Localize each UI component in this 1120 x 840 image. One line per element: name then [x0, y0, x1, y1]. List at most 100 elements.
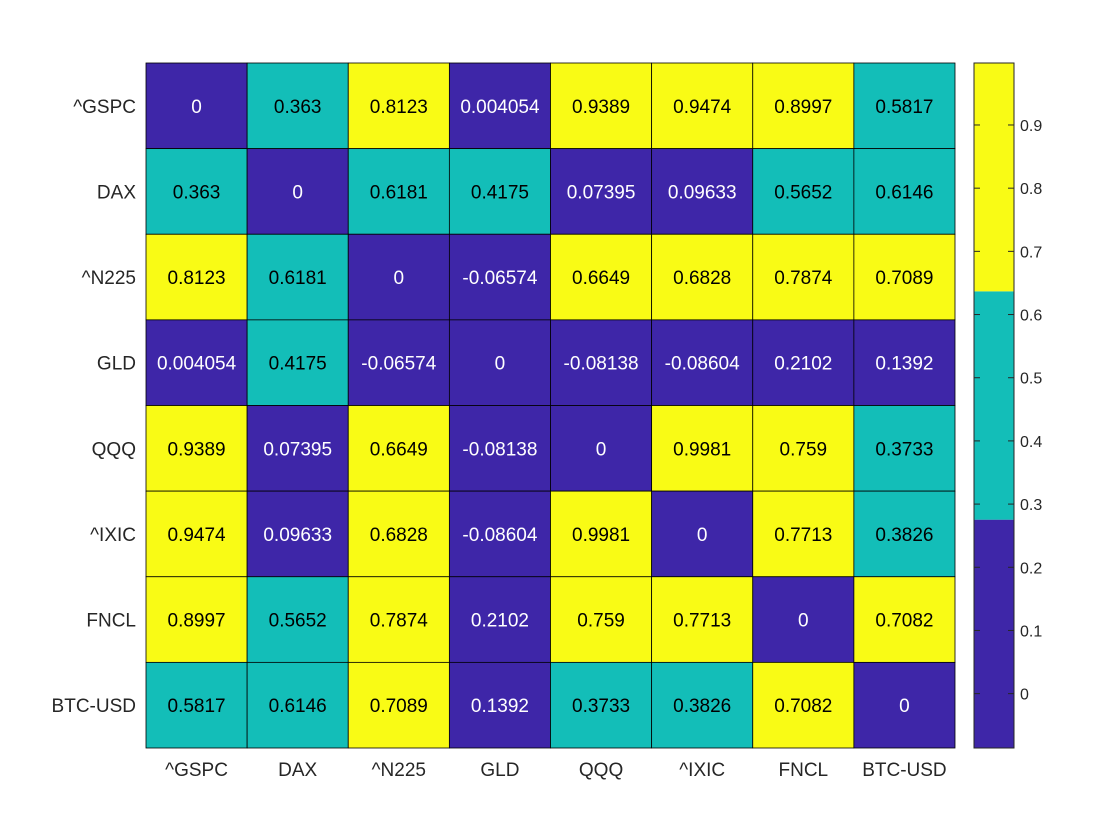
heatmap-cell [550, 233, 653, 321]
colorbar-tick-label: 0.3 [1020, 497, 1042, 514]
heatmap-cell-label: 0 [495, 354, 506, 375]
x-tick-label: FNCL [779, 760, 829, 781]
heatmap-cell [145, 319, 248, 406]
heatmap-cell-label: 0.6649 [572, 268, 630, 289]
heatmap-cell [752, 319, 855, 406]
heatmap-cell [347, 405, 450, 492]
heatmap-cell [550, 490, 653, 578]
heatmap-cell-label: 0.3826 [673, 696, 731, 717]
y-axis-tick-labels: ^GSPC DAX ^N225 GLD QQQ ^IXIC FNCL BTC-USD [52, 97, 137, 717]
heatmap-cell [448, 233, 551, 321]
heatmap-cell-label: 0.8997 [168, 611, 226, 632]
heatmap-cell [651, 576, 754, 663]
heatmap-cell [651, 233, 754, 321]
heatmap-cell [550, 319, 653, 406]
y-tick-label: GLD [97, 354, 136, 375]
heatmap-cell [448, 661, 551, 749]
heatmap-cell [145, 233, 248, 321]
heatmap-cell-label: 0.004054 [460, 97, 540, 118]
heatmap-cell-label: 0.2102 [471, 611, 529, 632]
heatmap-cell [651, 490, 754, 578]
heatmap-cell [853, 233, 956, 321]
colorbar-band [974, 519, 1014, 748]
heatmap-cell-label: 0.3733 [875, 439, 933, 460]
heatmap-cell-label: 0 [191, 97, 202, 118]
heatmap-cell-label: 0.759 [577, 611, 625, 632]
x-tick-label: ^IXIC [679, 760, 725, 781]
colorbar-tick-label: 0.5 [1020, 371, 1042, 388]
heatmap-cell [246, 490, 349, 578]
x-tick-label: DAX [278, 760, 317, 781]
colorbar-tick-label: 0.6 [1020, 308, 1042, 325]
heatmap-cell-label: 0.1392 [471, 696, 529, 717]
heatmap-cell-label: 0.5652 [774, 182, 832, 203]
heatmap-cell-label: 0.5817 [168, 696, 226, 717]
y-tick-label: ^IXIC [90, 525, 136, 546]
heatmap-cell-label: -0.06574 [361, 354, 436, 375]
heatmap-cell-label: 0.9981 [673, 439, 731, 460]
heatmap-cell [145, 62, 248, 150]
heatmap-cell-label: 0.09633 [263, 525, 332, 546]
heatmap-cell-label: 0.4175 [269, 354, 327, 375]
heatmap-cell-label: 0.5652 [269, 611, 327, 632]
heatmap-cell-label: 0.09633 [668, 182, 737, 203]
heatmap-cell [651, 148, 754, 235]
colorbar [973, 62, 1015, 749]
heatmap-cell [246, 661, 349, 749]
heatmap-cell [550, 405, 653, 492]
heatmap-cell [347, 490, 450, 578]
heatmap-cell-label: 0 [697, 525, 708, 546]
colorbar-frame [973, 62, 1015, 749]
heatmap-cell-label: 0.9474 [168, 525, 227, 546]
colorbar-tick-label: 0 [1020, 687, 1029, 704]
colorbar-tick-label: 0.8 [1020, 181, 1042, 198]
heatmap-cell-label: -0.08138 [462, 439, 537, 460]
heatmap-cell-label: 0.363 [173, 182, 221, 203]
heatmap-cell [550, 62, 653, 150]
heatmap-cell-label: 0.6649 [370, 439, 428, 460]
heatmap-cell-label: -0.08604 [462, 525, 537, 546]
heatmap-cell [347, 576, 450, 663]
y-tick-label: FNCL [86, 611, 136, 632]
heatmap-cell-label: 0.07395 [567, 182, 636, 203]
heatmap-cell [448, 405, 551, 492]
heatmap-cell [448, 148, 551, 235]
heatmap-cell-label: 0 [899, 696, 910, 717]
x-tick-label: BTC-USD [862, 760, 946, 781]
y-tick-label: ^GSPC [73, 97, 136, 118]
heatmap-cell-label: 0 [394, 268, 405, 289]
colorbar-tick-label: 0.7 [1020, 244, 1042, 261]
colorbar-tick-label: 0.9 [1020, 118, 1042, 135]
heatmap-cell [550, 148, 653, 235]
y-tick-label: DAX [97, 182, 136, 203]
colorbar-tick-label: 0.2 [1020, 560, 1042, 577]
colorbar-band [974, 291, 1014, 520]
heatmap-cell-label: 0.9389 [168, 439, 226, 460]
heatmap-cell-label: -0.08604 [665, 354, 740, 375]
heatmap-cell [853, 405, 956, 492]
colorbar-tick-labels: 0 0.1 0.2 0.3 0.4 0.5 0.6 0.7 0.8 0.9 [1020, 118, 1042, 704]
y-tick-label: BTC-USD [52, 696, 136, 717]
heatmap-cell-label: 0 [292, 182, 303, 203]
colorbar-tick-label: 0.4 [1020, 434, 1042, 451]
x-tick-label: ^GSPC [165, 760, 228, 781]
heatmap-cell-label: 0.07395 [263, 439, 332, 460]
x-axis-tick-labels: ^GSPC DAX ^N225 GLD QQQ ^IXIC FNCL BTC-USD [165, 760, 946, 781]
heatmap-cell-label: 0.6146 [875, 182, 933, 203]
heatmap-cell-label: 0.1392 [875, 354, 933, 375]
heatmap-cell-label: 0.7874 [774, 268, 833, 289]
heatmap-cell-label: 0.8997 [774, 97, 832, 118]
heatmap-cells [145, 62, 956, 749]
heatmap-cell-label: 0.004054 [157, 354, 237, 375]
heatmap-cell [246, 62, 349, 150]
heatmap-cell-label: 0.5817 [875, 97, 933, 118]
heatmap-cell-label: 0.3733 [572, 696, 630, 717]
heatmap-cell-label: 0.8123 [370, 97, 428, 118]
heatmap-cell-label: 0.7713 [673, 611, 731, 632]
heatmap-cell-label: 0.6181 [269, 268, 327, 289]
heatmap-cell [853, 576, 956, 663]
heatmap-cell [752, 148, 855, 235]
heatmap-cell [550, 576, 653, 663]
y-tick-label: ^N225 [82, 268, 136, 289]
